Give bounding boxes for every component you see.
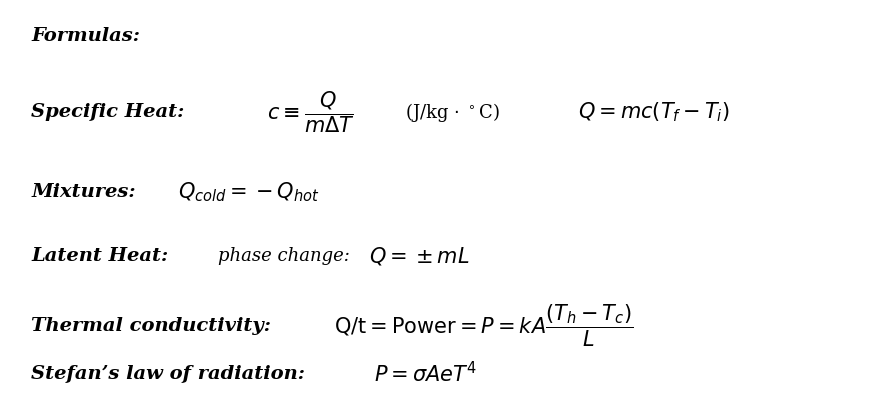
Text: Formulas:: Formulas: <box>31 27 140 45</box>
Text: Latent Heat:: Latent Heat: <box>31 247 168 265</box>
Text: $Q = \pm mL$: $Q = \pm mL$ <box>369 245 470 267</box>
Text: $Q_{cold} = -Q_{hot}$: $Q_{cold} = -Q_{hot}$ <box>178 180 320 204</box>
Text: Mixtures:: Mixtures: <box>31 183 136 201</box>
Text: $c \equiv \dfrac{Q}{m\Delta T}$: $c \equiv \dfrac{Q}{m\Delta T}$ <box>267 89 355 135</box>
Text: Specific Heat:: Specific Heat: <box>31 103 184 121</box>
Text: $\mathrm{Q/t} = \mathrm{Power} = P = kA\dfrac{(T_h - T_c)}{L}$: $\mathrm{Q/t} = \mathrm{Power} = P = kA\… <box>334 303 633 349</box>
Text: $P = \sigma AeT^4$: $P = \sigma AeT^4$ <box>374 362 477 386</box>
Text: phase change:: phase change: <box>218 247 350 265</box>
Text: (J/kg $\cdot$ $^\circ$C): (J/kg $\cdot$ $^\circ$C) <box>405 100 499 124</box>
Text: Stefan’s law of radiation:: Stefan’s law of radiation: <box>31 365 305 383</box>
Text: $Q = mc(T_f - T_i)$: $Q = mc(T_f - T_i)$ <box>578 100 731 124</box>
Text: Thermal conductivity:: Thermal conductivity: <box>31 317 271 335</box>
